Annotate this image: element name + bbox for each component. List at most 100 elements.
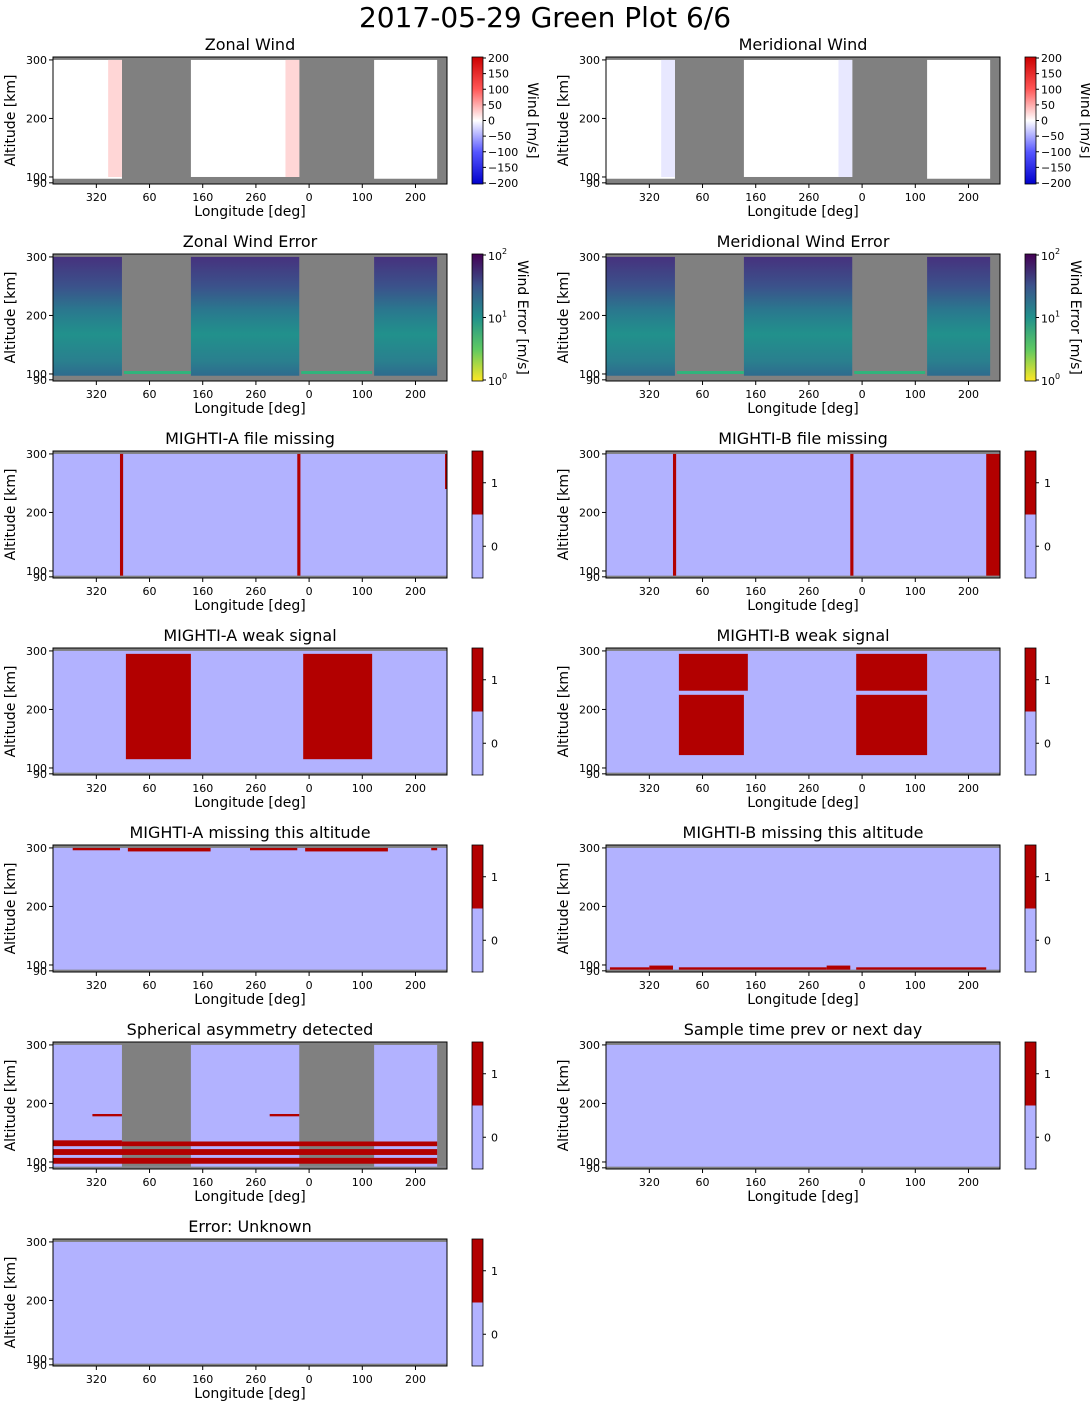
colorbar xyxy=(1024,56,1037,185)
x-tick-label: 320 xyxy=(86,782,107,795)
x-tick-label: 160 xyxy=(192,979,213,992)
x-tick-label: 0 xyxy=(306,388,313,401)
colorbar-segment-one xyxy=(1025,451,1036,515)
x-tick-label: 100 xyxy=(352,388,373,401)
flag-one-region-2 xyxy=(986,453,1000,576)
colorbar-tick-label: 10 xyxy=(488,250,502,263)
data-block-2 xyxy=(927,256,991,376)
axes-frame xyxy=(52,253,448,382)
colorbar-tick-exponent: 1 xyxy=(1055,310,1060,319)
x-tick-label: 260 xyxy=(798,1176,819,1189)
data-block-1 xyxy=(108,59,122,177)
colorbar-tick-label: −200 xyxy=(1041,177,1071,190)
colorbar-tick-label: 0 xyxy=(491,934,498,947)
colorbar-segment-zero xyxy=(1025,514,1036,578)
colorbar-frame xyxy=(1024,844,1037,973)
y-axis-label: Altitude [km] xyxy=(3,75,19,167)
colorbar-segment-zero xyxy=(472,908,483,972)
flag-one-region-2 xyxy=(856,653,928,691)
x-tick-label: 320 xyxy=(86,1176,107,1189)
colorbar-label: Wind [m/s] xyxy=(524,82,540,158)
y-axis-label: Altitude [km] xyxy=(3,1060,19,1152)
flag-one-region-0 xyxy=(672,453,677,576)
x-tick-label: 0 xyxy=(859,1176,866,1189)
x-tick-label: 60 xyxy=(143,782,157,795)
x-tick-label: 60 xyxy=(143,1176,157,1189)
x-tick-label: 320 xyxy=(86,585,107,598)
y-axis-label: Altitude [km] xyxy=(556,75,572,167)
colorbar-frame xyxy=(471,1238,484,1367)
y-tick-label: 300 xyxy=(579,842,600,855)
data-block-1 xyxy=(190,256,300,376)
y-tick-label: 90 xyxy=(586,177,600,190)
y-tick-label: 90 xyxy=(33,177,47,190)
panel-mighti-b-missing-altitude: MIGHTI-B missing this altitude 320 60 160 26… xyxy=(556,823,1051,1008)
y-axis-label: Altitude [km] xyxy=(3,469,19,561)
x-tick-label: 100 xyxy=(905,585,926,598)
data-block-4 xyxy=(927,59,991,179)
y-tick-label: 100 xyxy=(26,368,47,381)
y-tick-label: 100 xyxy=(26,565,47,578)
x-tick-label: 100 xyxy=(905,1176,926,1189)
y-tick-label: 100 xyxy=(579,1156,600,1169)
panel-title: MIGHTI-B missing this altitude xyxy=(683,823,924,842)
colorbar-tick-label: 0 xyxy=(488,115,495,128)
x-tick-label: 60 xyxy=(696,585,710,598)
flag-one-region-0 xyxy=(53,1140,122,1147)
y-tick-label: 200 xyxy=(579,112,600,125)
x-tick-label: 60 xyxy=(696,191,710,204)
colorbar-tick-label: 50 xyxy=(488,99,502,112)
y-tick-label: 100 xyxy=(579,565,600,578)
flag-one-region-3 xyxy=(305,847,388,852)
x-tick-label: 260 xyxy=(245,782,266,795)
colorbar-tick-label: 1 xyxy=(1044,871,1051,884)
x-axis-label: Longitude [deg] xyxy=(747,204,858,220)
y-tick-label: 300 xyxy=(579,645,600,658)
colorbar-label: Wind [m/s] xyxy=(1077,82,1090,158)
x-tick-label: 0 xyxy=(859,585,866,598)
x-tick-label: 260 xyxy=(245,585,266,598)
x-tick-label: 200 xyxy=(405,1373,426,1386)
x-tick-label: 160 xyxy=(192,1176,213,1189)
axes-frame xyxy=(52,56,448,185)
panel-title: Zonal Wind Error xyxy=(183,232,318,251)
figure-title: 2017-05-29 Green Plot 6/6 xyxy=(358,1,732,34)
colorbar xyxy=(471,253,484,382)
x-tick-label: 0 xyxy=(306,191,313,204)
flag-one-region-0 xyxy=(125,653,191,760)
flag-one-region-3 xyxy=(53,1157,438,1164)
x-tick-label: 100 xyxy=(352,1373,373,1386)
colorbar-frame xyxy=(1024,1041,1037,1170)
flag-one-region-4 xyxy=(856,967,987,970)
y-tick-label: 300 xyxy=(26,1236,47,1249)
x-tick-label: 320 xyxy=(86,979,107,992)
colorbar-tick-label: −150 xyxy=(1041,161,1071,174)
y-axis-label: Altitude [km] xyxy=(556,1060,572,1152)
data-block-3 xyxy=(123,371,191,374)
colorbar-segment-one xyxy=(1025,1042,1036,1106)
y-axis-label: Altitude [km] xyxy=(556,666,572,758)
x-tick-label: 260 xyxy=(245,191,266,204)
colorbar-tick-label: 10 xyxy=(488,375,502,388)
y-tick-label: 300 xyxy=(579,448,600,461)
panel-title: Error: Unknown xyxy=(188,1217,311,1236)
colorbar-tick-label: 1 xyxy=(491,477,498,490)
x-tick-label: 260 xyxy=(798,191,819,204)
x-axis-label: Longitude [deg] xyxy=(747,992,858,1008)
x-tick-label: 60 xyxy=(696,979,710,992)
colorbar-tick-label: −150 xyxy=(488,161,518,174)
y-tick-label: 200 xyxy=(26,309,47,322)
panel-mighti-a-file-missing: MIGHTI-A file missing 320 60 160 260 0 100 200 L… xyxy=(3,429,498,614)
x-tick-label: 60 xyxy=(143,1373,157,1386)
colorbar-tick-label: −200 xyxy=(488,177,518,190)
data-block-1 xyxy=(743,256,853,376)
y-axis-label: Altitude [km] xyxy=(3,863,19,955)
data-block-4 xyxy=(854,371,926,374)
panel-title: MIGHTI-A file missing xyxy=(165,429,335,448)
colorbar-segment-one xyxy=(472,1239,483,1303)
x-tick-label: 200 xyxy=(958,388,979,401)
x-tick-label: 100 xyxy=(905,782,926,795)
colorbar-segment-zero xyxy=(1025,711,1036,775)
panel-zonal-wind: Zonal Wind 320 60 160 260 0 100 200 Longitude [d… xyxy=(3,35,540,220)
